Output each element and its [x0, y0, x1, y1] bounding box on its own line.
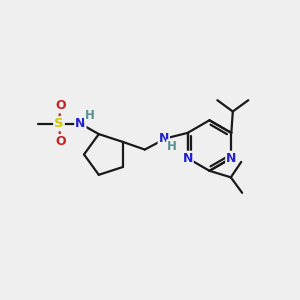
Text: S: S: [54, 117, 64, 130]
Text: O: O: [55, 99, 66, 112]
Text: H: H: [85, 109, 95, 122]
Text: H: H: [167, 140, 177, 153]
Text: O: O: [55, 135, 66, 148]
Text: N: N: [182, 152, 193, 165]
Text: N: N: [159, 132, 169, 145]
Text: N: N: [226, 152, 236, 165]
Text: N: N: [75, 117, 85, 130]
